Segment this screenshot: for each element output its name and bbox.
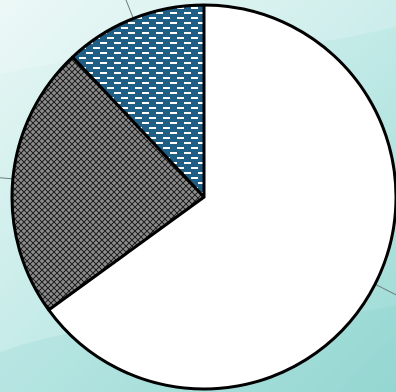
pie-slice (10, 55, 206, 312)
pie-slices (10, 3, 396, 391)
leader-line (374, 283, 396, 296)
pie-slice (71, 3, 206, 199)
leader-lines (0, 0, 396, 296)
pie-slice (47, 3, 396, 391)
leader-line (125, 0, 134, 19)
leader-line (0, 177, 13, 180)
